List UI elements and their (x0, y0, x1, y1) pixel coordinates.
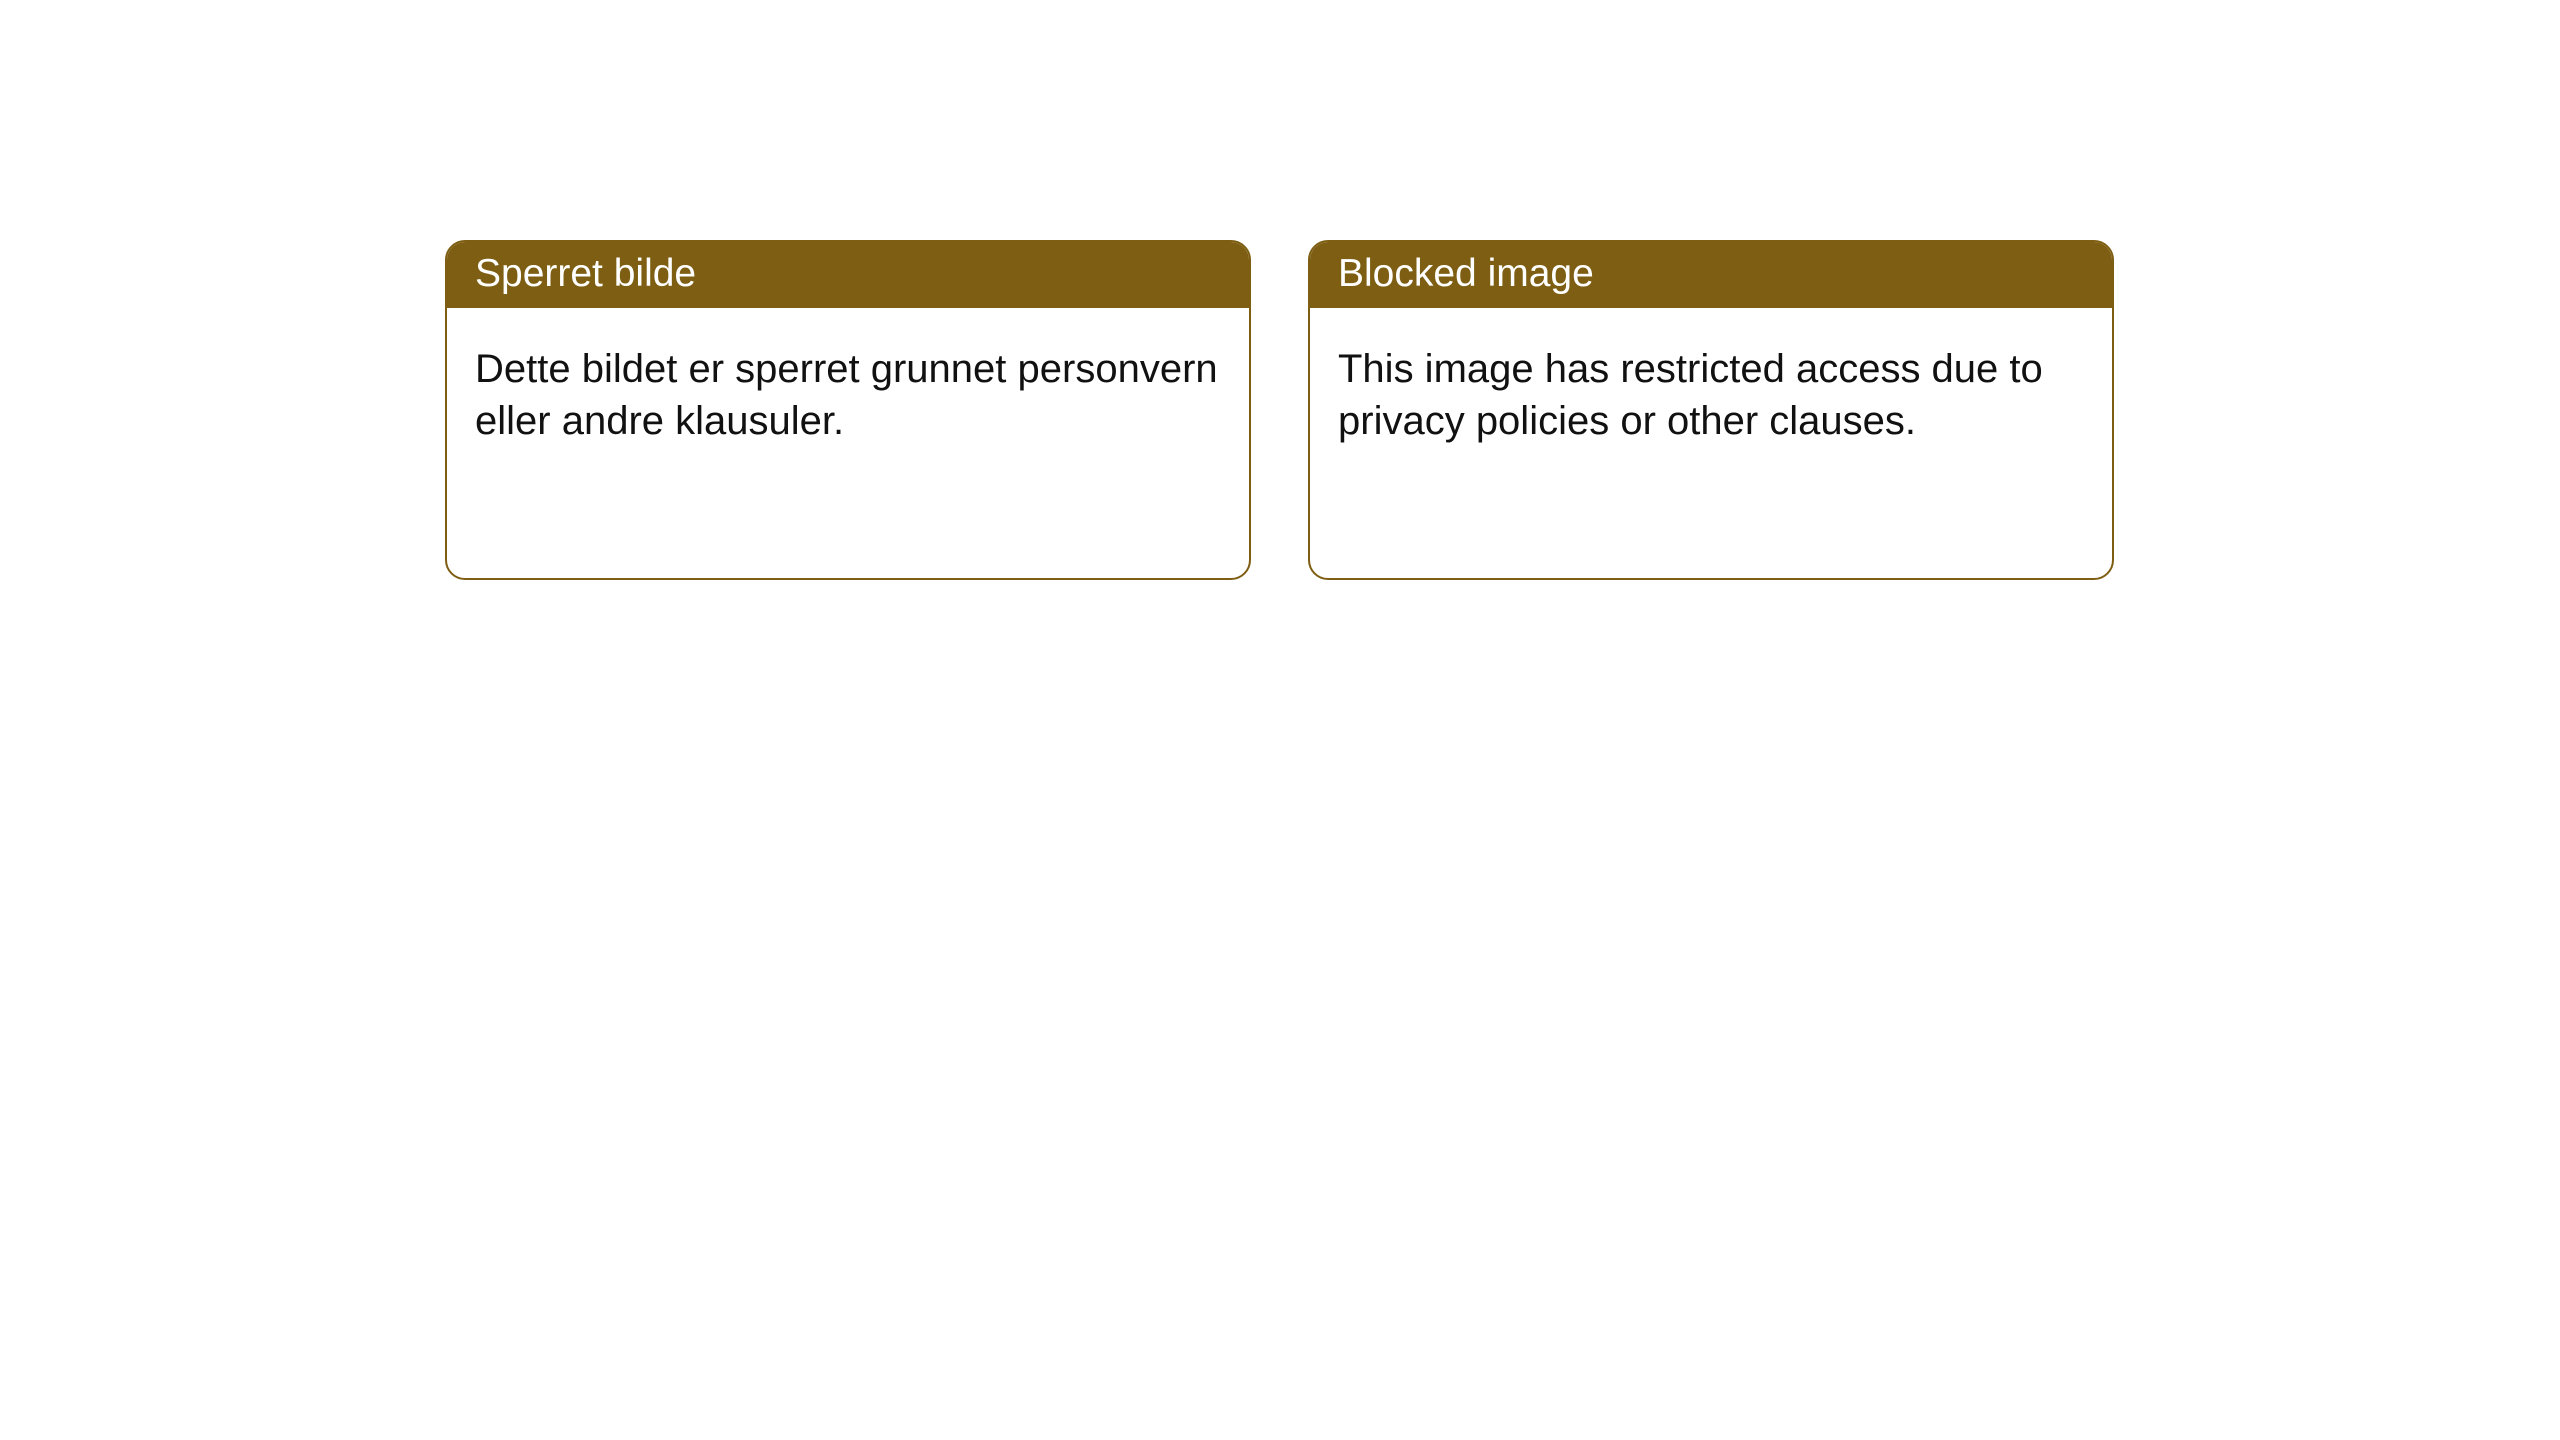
notice-title-norwegian: Sperret bilde (447, 242, 1249, 308)
notice-title-english: Blocked image (1310, 242, 2112, 308)
notice-body-norwegian: Dette bildet er sperret grunnet personve… (447, 308, 1249, 475)
notice-body-english: This image has restricted access due to … (1310, 308, 2112, 475)
notice-container: Sperret bilde Dette bildet er sperret gr… (445, 240, 2114, 580)
notice-card-norwegian: Sperret bilde Dette bildet er sperret gr… (445, 240, 1251, 580)
notice-card-english: Blocked image This image has restricted … (1308, 240, 2114, 580)
